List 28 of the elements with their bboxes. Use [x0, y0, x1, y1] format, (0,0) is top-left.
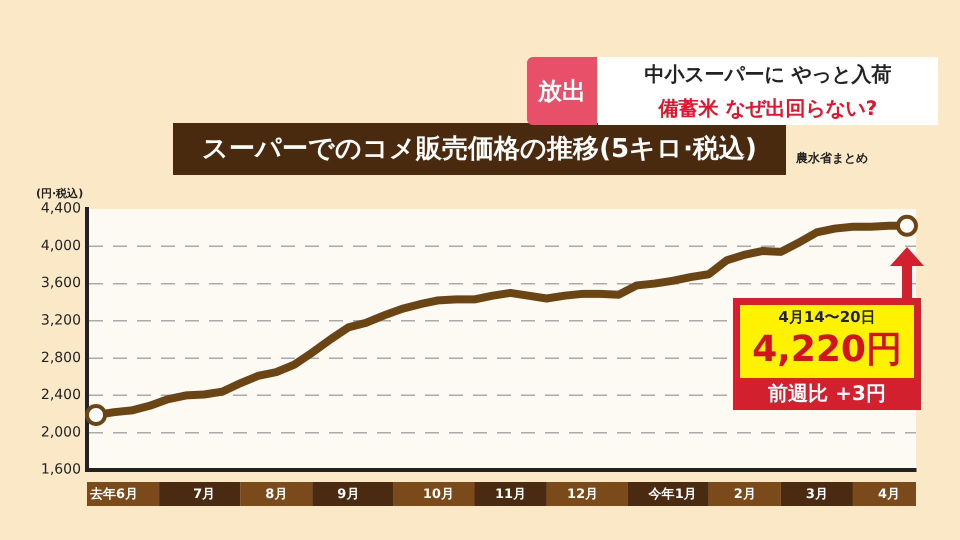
x-tick-label: 4月 — [878, 487, 900, 502]
annotation: 前週比 +3円 — [767, 380, 887, 407]
y-tick-label: 3,600 — [40, 275, 81, 292]
x-tick-label: 10月 — [422, 487, 454, 502]
chart-title: スーパーでのコメ販売価格の推移(5キロ·税込) — [173, 123, 786, 175]
x-tick-label: 9月 — [337, 487, 360, 502]
annotation: 4月14〜20日 — [777, 308, 877, 327]
x-tick-label: 12月 — [567, 487, 598, 502]
y-tick-label: 2,800 — [40, 350, 81, 366]
x-tick-label: 2月 — [734, 487, 756, 502]
y-tick-label: 1,600 — [40, 462, 81, 478]
y-tick-label: 3,200 — [40, 312, 81, 328]
x-tick-label: 3月 — [806, 487, 828, 502]
x-tick-label: 8月 — [265, 487, 288, 502]
y-axis-title: (円·税込) — [36, 186, 84, 201]
y-tick-label: 2,400 — [40, 387, 81, 404]
x-tick-label: 7月 — [193, 487, 216, 502]
text: 放出 — [527, 57, 597, 125]
x-tick-label: 去年6月 — [89, 487, 138, 502]
x-tick-label: 11月 — [494, 487, 526, 502]
y-tick-label: 4,400 — [40, 200, 81, 217]
text: 農水省まとめ — [796, 150, 868, 167]
y-tick-label: 4,000 — [40, 238, 81, 254]
y-tick-label: 2,000 — [40, 424, 81, 440]
text: 中小スーパーに やっと入荷 — [598, 57, 938, 91]
x-tick-label: 今年1月 — [648, 487, 697, 502]
annotation: 4,220円 — [751, 328, 903, 372]
text: 備蓄米 なぜ出回らない? — [598, 91, 938, 125]
